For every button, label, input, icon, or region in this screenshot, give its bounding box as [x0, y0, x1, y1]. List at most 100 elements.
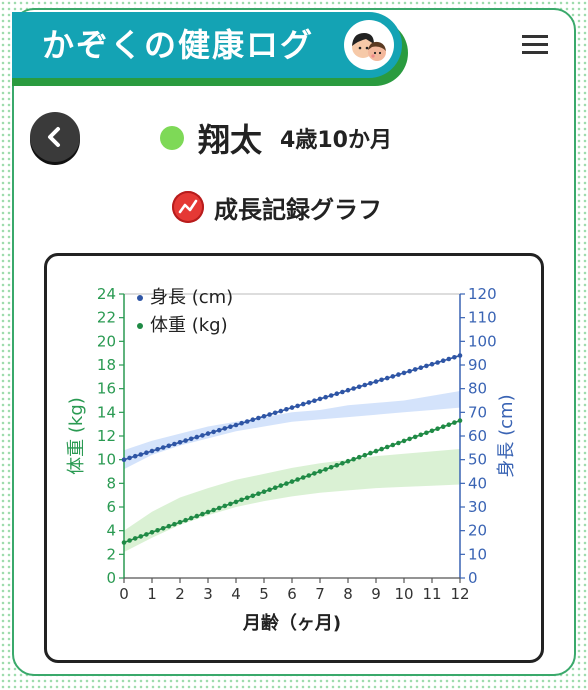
- data-point-left: [396, 440, 401, 446]
- left-axis-tick-label: 6: [106, 498, 116, 516]
- data-point-left: [256, 491, 261, 497]
- data-point-right: [200, 433, 205, 438]
- data-point-left: [345, 458, 351, 464]
- right-axis-tick-label: 20: [468, 522, 487, 540]
- data-point-left: [177, 519, 183, 525]
- family-avatar-icon: [344, 20, 394, 70]
- data-point-right: [446, 356, 452, 362]
- data-point-right: [312, 398, 317, 404]
- data-point-left: [166, 523, 172, 529]
- x-axis-tick-label: 7: [315, 585, 325, 603]
- data-point-left: [328, 465, 334, 470]
- data-point-left: [132, 536, 138, 541]
- data-point-right: [194, 434, 200, 440]
- x-axis-tick-label: 1: [147, 585, 157, 603]
- x-axis-tick-label: 12: [450, 585, 469, 603]
- data-point-left: [127, 538, 132, 543]
- data-point-right: [396, 372, 401, 377]
- data-point-right: [267, 412, 272, 417]
- data-point-right: [222, 426, 228, 431]
- data-point-right: [362, 382, 368, 388]
- child-color-dot: [160, 126, 184, 150]
- data-point-right: [457, 353, 463, 358]
- data-point-right: [138, 452, 144, 457]
- data-point-left: [205, 509, 211, 515]
- data-point-right: [384, 375, 390, 381]
- data-point-right: [334, 391, 340, 397]
- data-point-right: [205, 431, 211, 436]
- data-point-left: [278, 483, 284, 488]
- data-point-left: [222, 503, 228, 509]
- left-axis-tick-label: 14: [97, 403, 116, 421]
- data-point-right: [244, 419, 250, 424]
- data-point-left: [289, 479, 295, 484]
- x-axis-tick-label: 3: [203, 585, 213, 603]
- data-point-right: [368, 381, 373, 386]
- right-axis-tick-label: 100: [468, 332, 497, 350]
- x-axis-tick-label: 6: [287, 585, 297, 603]
- data-point-left: [312, 471, 317, 476]
- data-point-left: [390, 442, 396, 448]
- data-point-left: [233, 499, 239, 505]
- data-point-left: [412, 434, 418, 440]
- left-axis-tick-label: 24: [97, 285, 116, 303]
- data-point-right: [390, 374, 396, 379]
- back-button[interactable]: [30, 112, 80, 162]
- left-axis-tick-label: 0: [106, 569, 116, 587]
- data-point-right: [300, 401, 306, 407]
- right-axis-tick-label: 90: [468, 356, 487, 374]
- section-title: 成長記録グラフ: [214, 195, 382, 224]
- data-point-left: [306, 473, 312, 478]
- data-point-left: [172, 521, 177, 527]
- child-name: 翔太: [198, 121, 263, 159]
- legend-marker: [137, 295, 143, 301]
- right-axis-tick-label: 50: [468, 451, 487, 469]
- data-point-left: [267, 487, 272, 493]
- left-axis-tick-label: 10: [97, 451, 116, 469]
- data-point-right: [177, 440, 183, 445]
- data-point-left: [340, 461, 345, 466]
- data-point-right: [289, 405, 295, 410]
- data-point-left: [244, 495, 250, 501]
- right-axis-tick-label: 30: [468, 498, 487, 516]
- data-point-right: [418, 365, 424, 371]
- data-point-left: [295, 477, 300, 482]
- data-point-right: [412, 367, 418, 372]
- data-point-left: [138, 534, 144, 539]
- data-point-right: [183, 438, 188, 443]
- data-point-right: [261, 414, 267, 419]
- x-axis-tick-label: 8: [343, 585, 353, 603]
- data-point-left: [194, 513, 200, 519]
- data-point-right: [435, 360, 440, 365]
- data-point-left: [384, 444, 390, 450]
- data-point-right: [440, 358, 446, 364]
- data-point-left: [300, 475, 306, 480]
- left-axis-tick-label: 22: [97, 309, 116, 327]
- data-point-left: [457, 418, 463, 423]
- data-point-left: [317, 469, 323, 474]
- data-point-right: [278, 408, 284, 414]
- data-point-right: [323, 394, 328, 400]
- data-point-right: [356, 384, 362, 390]
- data-point-left: [261, 489, 267, 495]
- hamburger-menu-button[interactable]: [520, 30, 550, 60]
- data-point-left: [424, 430, 429, 436]
- right-axis-tick-label: 10: [468, 545, 487, 563]
- x-axis-title: 月齢（ヶ月): [242, 612, 341, 634]
- left-axis-tick-label: 16: [97, 380, 116, 398]
- data-point-right: [295, 403, 300, 409]
- data-point-right: [317, 396, 323, 402]
- data-point-right: [121, 457, 127, 463]
- right-axis-tick-label: 0: [468, 569, 478, 587]
- data-point-left: [121, 540, 127, 545]
- left-axis-tick-label: 2: [106, 545, 116, 563]
- data-point-left: [188, 515, 194, 521]
- data-point-right: [211, 429, 216, 435]
- right-axis-tick-label: 120: [468, 285, 497, 303]
- data-point-right: [272, 410, 278, 416]
- right-axis-tick-label: 110: [468, 309, 497, 327]
- data-point-right: [256, 415, 261, 421]
- data-point-right: [424, 363, 429, 369]
- data-point-left: [362, 452, 368, 458]
